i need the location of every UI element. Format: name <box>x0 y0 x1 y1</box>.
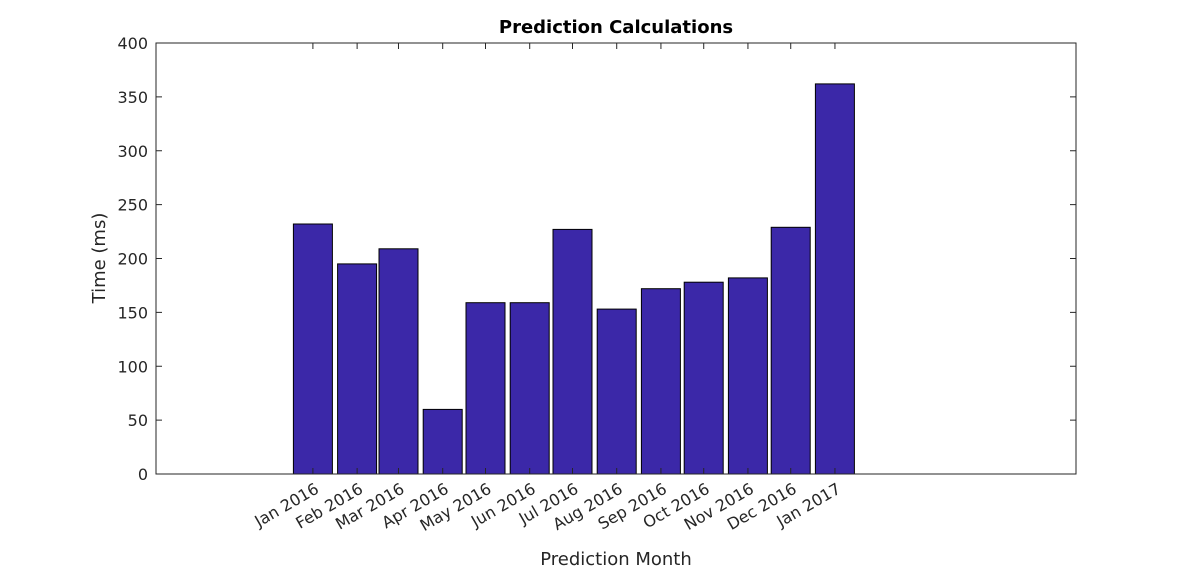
bar <box>465 302 506 475</box>
y-tick-label: 300 <box>117 142 148 161</box>
y-tick-label: 0 <box>138 465 148 484</box>
bar <box>683 281 724 475</box>
bar <box>727 277 768 475</box>
bar <box>770 226 811 475</box>
bar <box>292 223 333 475</box>
bar <box>337 263 378 475</box>
bar <box>640 288 681 475</box>
y-tick-label: 250 <box>117 196 148 215</box>
bar <box>814 83 855 475</box>
y-tick-label: 50 <box>128 411 148 430</box>
bar <box>509 302 550 475</box>
y-tick-label: 150 <box>117 303 148 322</box>
y-tick-label: 350 <box>117 88 148 107</box>
bar <box>596 308 637 475</box>
bar <box>552 228 593 475</box>
x-axis-label: Prediction Month <box>540 549 692 570</box>
y-tick-label: 400 <box>117 34 148 53</box>
bar <box>378 248 419 475</box>
bar <box>422 408 463 475</box>
y-axis-label: Time (ms) <box>89 213 110 305</box>
chart-title: Prediction Calculations <box>499 17 733 38</box>
bars-group <box>292 83 855 475</box>
y-tick-label: 200 <box>117 250 148 269</box>
y-axis-ticks: 0 50 100 150 200 250 300 350 400 <box>117 34 1076 484</box>
y-tick-label: 100 <box>117 357 148 376</box>
